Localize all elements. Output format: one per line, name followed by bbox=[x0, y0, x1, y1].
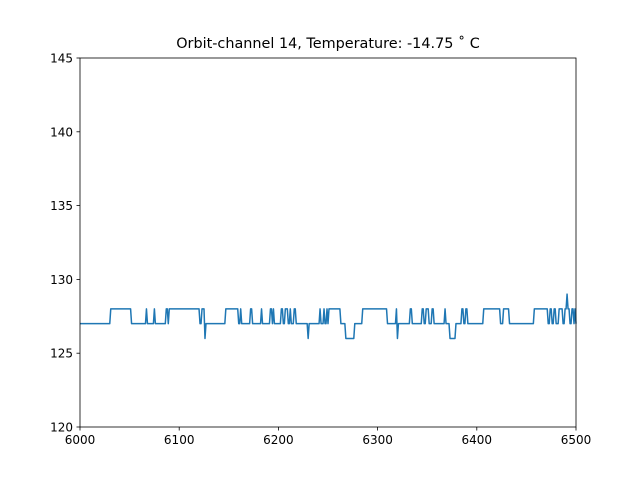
x-tick-label: 6100 bbox=[164, 433, 195, 447]
chart-title: Orbit-channel 14, Temperature: -14.75 ˚ … bbox=[176, 35, 480, 52]
y-tick-label: 130 bbox=[50, 273, 73, 287]
x-tick-label: 6400 bbox=[462, 433, 493, 447]
y-tick-label: 140 bbox=[50, 125, 73, 139]
data-line bbox=[80, 293, 577, 340]
plot-frame bbox=[79, 57, 577, 428]
x-tick-label: 6200 bbox=[263, 433, 294, 447]
x-tick-label: 6500 bbox=[561, 433, 592, 447]
y-tick-label: 120 bbox=[50, 421, 73, 435]
x-tick-label: 6000 bbox=[65, 433, 96, 447]
y-tick-label: 125 bbox=[50, 347, 73, 361]
y-tick-label: 145 bbox=[50, 52, 73, 66]
x-tick-label: 6300 bbox=[362, 433, 393, 447]
y-tick-label: 135 bbox=[50, 199, 73, 213]
